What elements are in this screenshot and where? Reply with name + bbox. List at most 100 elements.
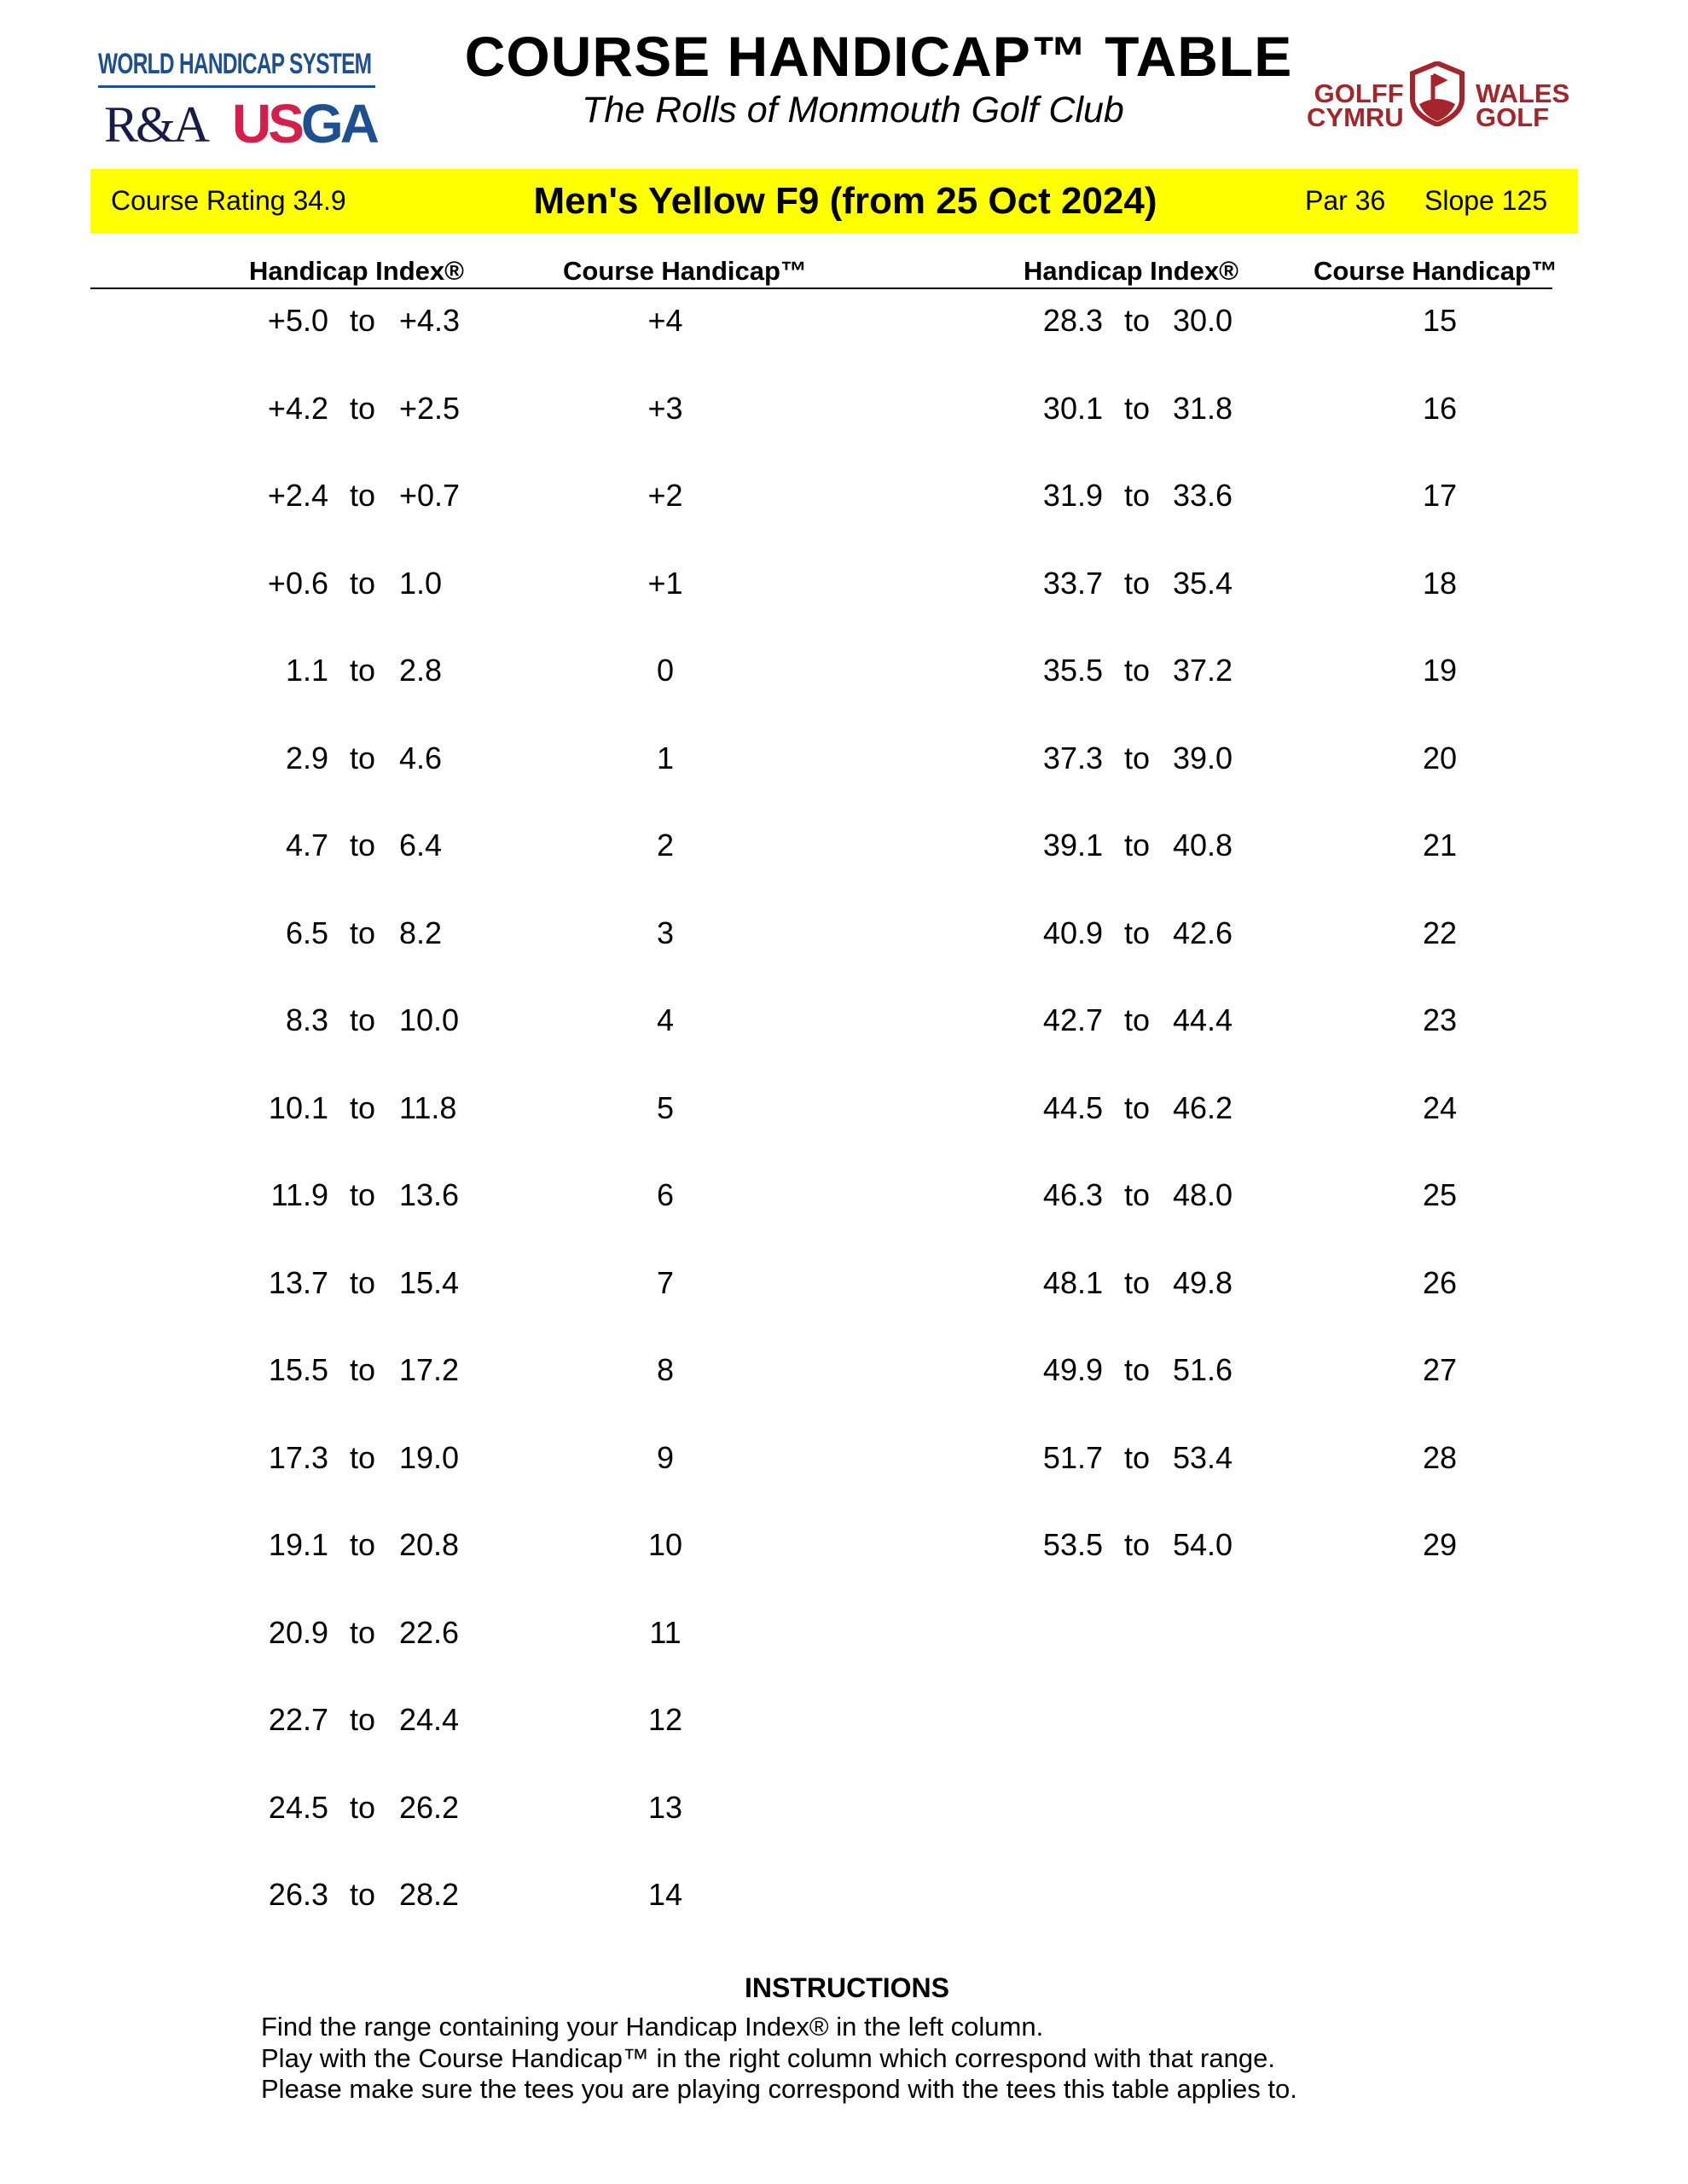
header-handicap-index-left: Handicap Index® [249,256,464,286]
index-from: 20.9 [268,1614,328,1650]
instructions-heading: INSTRUCTIONS [745,1972,949,2003]
index-from: 40.9 [1042,915,1103,950]
header-rule [90,288,1552,289]
index-from: 28.3 [1042,303,1103,338]
course-handicap: 28 [1422,1439,1458,1475]
range-to-label: to [1124,915,1151,950]
index-from: +5.0 [267,303,328,338]
wales-golf-shield-icon [1410,61,1465,126]
index-from: 6.5 [285,915,328,950]
course-handicap: +2 [647,478,683,513]
index-to: 8.2 [399,915,443,950]
index-to: 6.4 [399,828,443,863]
course-rating: Course Rating 34.9 [111,185,346,216]
range-to-label: to [1124,565,1151,601]
index-to: +2.5 [399,390,461,426]
range-to-label: to [1124,478,1151,513]
course-handicap: 26 [1422,1264,1458,1300]
page-title: COURSE HANDICAP™ TABLE [464,25,1293,88]
course-handicap: 2 [656,828,675,863]
index-from: 8.3 [285,1002,328,1037]
index-from: 35.5 [1042,653,1103,688]
range-to-label: to [350,303,376,338]
index-to: 39.0 [1173,740,1233,775]
course-handicap: 11 [649,1614,682,1650]
instruction-line: Play with the Course Handicap™ in the ri… [261,2043,1275,2073]
course-handicap: 7 [656,1264,675,1300]
course-handicap: 1 [656,740,675,775]
range-to-label: to [350,1527,376,1562]
header-course-handicap-left: Course Handicap™ [563,256,807,286]
index-to: 20.8 [399,1527,460,1562]
tee-title: Men's Yellow F9 (from 25 Oct 2024) [533,180,1157,222]
header-course-handicap-right: Course Handicap™ [1314,256,1557,286]
logo-text: GOLF [1476,102,1550,132]
course-handicap: 10 [647,1527,683,1562]
course-handicap: 5 [656,1089,675,1125]
wales-golf-logo-right: WALES GOLF [1476,78,1570,132]
index-to: 11.8 [399,1089,457,1125]
index-from: 22.7 [268,1702,328,1737]
index-to: 42.6 [1173,915,1233,950]
index-to: 19.0 [399,1439,460,1475]
index-to: 26.2 [399,1789,460,1825]
index-from: 31.9 [1042,478,1103,513]
range-to-label: to [350,1002,376,1037]
index-to: 28.2 [399,1877,460,1912]
index-to: 22.6 [399,1614,460,1650]
index-from: 46.3 [1042,1177,1103,1212]
range-to-label: to [350,1177,376,1212]
index-from: +2.4 [267,478,328,513]
ra-logo: R&A [104,96,210,153]
index-to: 46.2 [1173,1089,1233,1125]
course-handicap: 8 [656,1352,675,1387]
index-to: 1.0 [399,565,443,601]
header-handicap-index-right: Handicap Index® [1024,256,1238,286]
index-to: 48.0 [1173,1177,1233,1212]
index-to: 49.8 [1173,1264,1233,1300]
course-handicap: 3 [656,915,675,950]
range-to-label: to [1124,1264,1151,1300]
instruction-line: Please make sure the tees you are playin… [261,2074,1297,2104]
index-from: 37.3 [1042,740,1103,775]
course-handicap: 22 [1422,915,1458,950]
index-to: 54.0 [1173,1527,1233,1562]
index-from: 10.1 [268,1089,328,1125]
course-handicap: 17 [1422,478,1458,513]
instruction-line: Find the range containing your Handicap … [261,2012,1044,2042]
index-from: 44.5 [1042,1089,1103,1125]
index-from: 2.9 [285,740,328,775]
range-to-label: to [350,828,376,863]
range-to-label: to [350,478,376,513]
index-from: 30.1 [1042,390,1103,426]
slope: Slope 125 [1424,185,1548,216]
index-to: 44.4 [1173,1002,1233,1037]
logo-text: WALES [1476,78,1570,108]
club-name: The Rolls of Monmouth Golf Club [582,90,1124,131]
index-to: +0.7 [399,478,461,513]
index-to: 30.0 [1173,303,1233,338]
index-to: +4.3 [399,303,461,338]
index-from: 19.1 [268,1527,328,1562]
course-handicap: 25 [1422,1177,1458,1212]
course-handicap: +3 [647,390,683,426]
index-from: 4.7 [285,828,328,863]
index-to: 2.8 [399,653,443,688]
index-from: 17.3 [268,1439,328,1475]
range-to-label: to [350,915,376,950]
whs-logo: WORLD HANDICAP SYSTEM [98,48,372,80]
usga-ga: GA [300,93,380,154]
usga-us: US [232,93,305,154]
index-to: 53.4 [1173,1439,1233,1475]
course-handicap: +4 [647,303,683,338]
course-handicap: 21 [1422,828,1458,863]
logo-text: GOLFF [1314,78,1404,108]
range-to-label: to [350,1789,376,1825]
range-to-label: to [1124,1527,1151,1562]
index-from: 15.5 [268,1352,328,1387]
index-to: 33.6 [1173,478,1233,513]
index-to: 51.6 [1173,1352,1233,1387]
logo-divider [98,85,375,88]
range-to-label: to [350,1089,376,1125]
logo-text: CYMRU [1307,102,1404,132]
